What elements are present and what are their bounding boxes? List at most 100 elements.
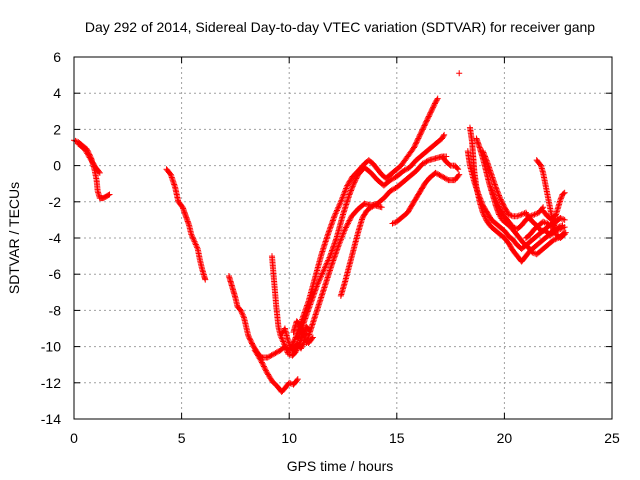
data-point [440,133,447,140]
data-point [561,216,568,223]
data-point [532,210,539,217]
data-point [550,236,557,243]
data-point [342,225,349,232]
data-point [337,198,344,205]
data-point [446,161,453,168]
data-point [420,123,427,130]
data-point [427,109,434,116]
data-point [258,358,265,365]
data-point [351,179,358,186]
data-point [556,215,563,222]
data-point [281,341,288,348]
data-point [192,240,199,247]
data-point [247,336,254,343]
data-point [346,217,353,224]
data-point [537,161,544,168]
data-point [314,280,321,287]
data-point [540,218,547,225]
data-point [191,238,198,245]
data-point [245,332,252,339]
data-point [415,135,422,142]
data-point [245,334,252,341]
data-point [95,168,102,175]
data-point [292,346,299,353]
data-points [71,70,569,395]
y-tick-label: -6 [49,266,62,282]
data-point [433,96,440,103]
data-point [347,216,354,223]
data-point [530,212,537,219]
data-point [422,121,429,128]
data-point [189,234,196,241]
data-point [290,339,297,346]
data-point [353,175,360,182]
data-point [339,233,346,240]
data-point [411,144,418,151]
data-point [390,219,397,226]
data-point [494,199,501,206]
data-point [257,356,264,363]
data-point [293,377,300,384]
data-point [340,228,347,235]
data-point [317,274,324,281]
data-point [339,195,346,202]
data-point [333,208,340,215]
data-point [190,235,197,242]
data-point [318,273,325,280]
data-point [345,218,352,225]
data-point [96,169,103,176]
y-axis-label: SDTVAR / TECUs [6,182,22,294]
data-point [265,353,272,360]
data-point [283,346,290,353]
data-point [335,204,342,211]
data-point [413,139,420,146]
data-point [343,223,350,230]
data-point [282,345,289,352]
data-point [341,189,348,196]
data-point [433,170,440,177]
data-point [428,108,435,115]
data-point [478,199,485,206]
data-point [338,234,345,241]
data-point [478,198,485,205]
data-point [332,210,339,217]
data-point [412,140,419,147]
x-tick-label: 0 [70,430,78,446]
data-point [350,182,357,189]
data-point [334,206,341,213]
data-point [454,165,461,172]
data-point [321,264,328,271]
data-point [440,174,447,181]
data-point [432,169,439,176]
data-point [369,203,376,210]
data-point [389,220,396,227]
data-point [557,195,564,202]
data-point [352,176,359,183]
x-tick-label: 5 [178,430,186,446]
data-point [430,104,437,111]
data-point [188,231,195,238]
data-point [318,271,325,278]
data-point [298,344,305,351]
x-tick-label: 10 [281,430,297,446]
data-point [335,203,342,210]
data-point [529,249,536,256]
data-point [498,199,505,206]
data-point [514,213,521,220]
data-point [292,335,299,342]
data-point [475,191,482,198]
data-point [262,366,269,373]
data-point [259,360,266,367]
data-point [322,263,329,270]
data-point [340,191,347,198]
data-point [105,192,112,199]
data-point [489,188,496,195]
data-point [281,342,288,349]
data-point [559,222,566,229]
data-point [202,276,209,283]
data-point [269,351,276,358]
data-point [539,205,546,212]
data-point [476,194,483,201]
data-point [338,236,345,243]
data-point [495,203,502,210]
